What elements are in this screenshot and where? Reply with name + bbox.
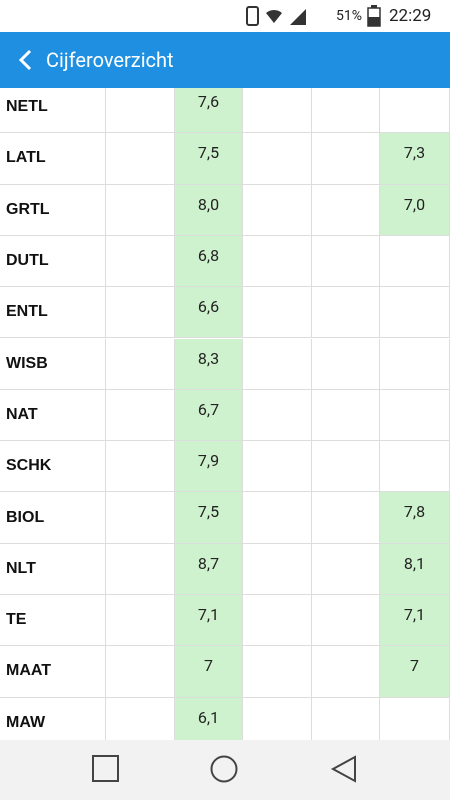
grade-cell: 7,1: [380, 595, 450, 647]
empty-cell: [106, 287, 175, 339]
status-bar: 51% 22:29: [0, 0, 450, 32]
empty-cell: [380, 235, 450, 288]
clock: 22:29: [389, 6, 432, 26]
subject-cell: NETL: [0, 88, 106, 134]
empty-cell: [106, 543, 175, 595]
screen-title: Cijferoverzicht: [46, 48, 174, 72]
grade-cell: 7,5: [175, 133, 243, 185]
subject-cell: NAT: [0, 389, 106, 442]
grade-cell: 6,7: [175, 389, 243, 442]
empty-cell: [106, 133, 175, 185]
empty-cell: [106, 492, 175, 544]
home-button[interactable]: [210, 755, 238, 783]
empty-cell: [106, 697, 175, 740]
empty-cell: [243, 338, 312, 390]
grade-cell: 7,6: [175, 88, 243, 134]
app-bar: Cijferoverzicht: [0, 32, 450, 88]
empty-cell: [243, 646, 312, 698]
recents-button[interactable]: [92, 755, 119, 782]
grade-cell: 8,3: [175, 338, 243, 390]
empty-cell: [312, 235, 380, 288]
subject-cell: MAAT: [0, 646, 106, 698]
grade-cell: 6,8: [175, 235, 243, 288]
subject-cell: GRTL: [0, 184, 106, 236]
empty-cell: [243, 287, 312, 339]
grade-cell: 7,5: [175, 492, 243, 544]
subject-cell: SCHK: [0, 441, 106, 493]
empty-cell: [243, 389, 312, 442]
empty-cell: [243, 133, 312, 185]
empty-cell: [312, 646, 380, 698]
grade-cell: 7,1: [175, 595, 243, 647]
empty-cell: [106, 389, 175, 442]
subject-cell: LATL: [0, 133, 106, 185]
empty-cell: [106, 184, 175, 236]
empty-cell: [312, 492, 380, 544]
subject-cell: ENTL: [0, 287, 106, 339]
empty-cell: [312, 543, 380, 595]
grade-cell: 7: [380, 646, 450, 698]
grade-cell: 7,8: [380, 492, 450, 544]
empty-cell: [243, 235, 312, 288]
subject-cell: MAW: [0, 697, 106, 740]
empty-cell: [312, 184, 380, 236]
grade-cell: 7,9: [175, 441, 243, 493]
subject-cell: WISB: [0, 338, 106, 390]
empty-cell: [243, 88, 312, 134]
grade-table: NETL 7,6 LATL 7,5 7,3 GRTL 8,0 7,0 DUTL 6,8 ENTL 6,…: [0, 88, 450, 740]
empty-cell: [106, 235, 175, 288]
empty-cell: [243, 184, 312, 236]
grade-cell: 8,1: [380, 543, 450, 595]
empty-cell: [380, 441, 450, 493]
nav-icons: [92, 755, 356, 783]
grade-cell: 8,7: [175, 543, 243, 595]
subject-cell: NLT: [0, 543, 106, 595]
empty-cell: [106, 441, 175, 493]
grade-cell: 6,1: [175, 697, 243, 740]
back-nav-button[interactable]: [330, 755, 356, 783]
battery-level: 51%: [336, 8, 362, 24]
empty-cell: [243, 595, 312, 647]
empty-cell: [243, 543, 312, 595]
empty-cell: [380, 338, 450, 390]
empty-cell: [312, 133, 380, 185]
empty-cell: [380, 287, 450, 339]
empty-cell: [106, 88, 175, 134]
subject-cell: BIOL: [0, 492, 106, 544]
empty-cell: [243, 492, 312, 544]
empty-cell: [106, 646, 175, 698]
subject-cell: TE: [0, 595, 106, 647]
empty-cell: [312, 287, 380, 339]
grade-cell: 7,3: [380, 133, 450, 185]
empty-cell: [243, 697, 312, 740]
grade-cell: 7,0: [380, 184, 450, 236]
nav-bar: [0, 740, 450, 800]
battery-icon: [367, 5, 381, 27]
empty-cell: [312, 595, 380, 647]
subject-cell: DUTL: [0, 235, 106, 288]
grade-cell: 7: [175, 646, 243, 698]
empty-cell: [106, 595, 175, 647]
empty-cell: [380, 389, 450, 442]
status-icons: [246, 6, 306, 26]
empty-cell: [243, 441, 312, 493]
empty-cell: [312, 389, 380, 442]
empty-cell: [106, 338, 175, 390]
empty-cell: [312, 88, 380, 134]
grade-cell: 8,0: [175, 184, 243, 236]
empty-cell: [312, 338, 380, 390]
empty-cell: [380, 697, 450, 740]
empty-cell: [380, 88, 450, 134]
empty-cell: [312, 441, 380, 493]
back-button[interactable]: [16, 48, 36, 72]
empty-cell: [312, 697, 380, 740]
grade-cell: 6,6: [175, 287, 243, 339]
